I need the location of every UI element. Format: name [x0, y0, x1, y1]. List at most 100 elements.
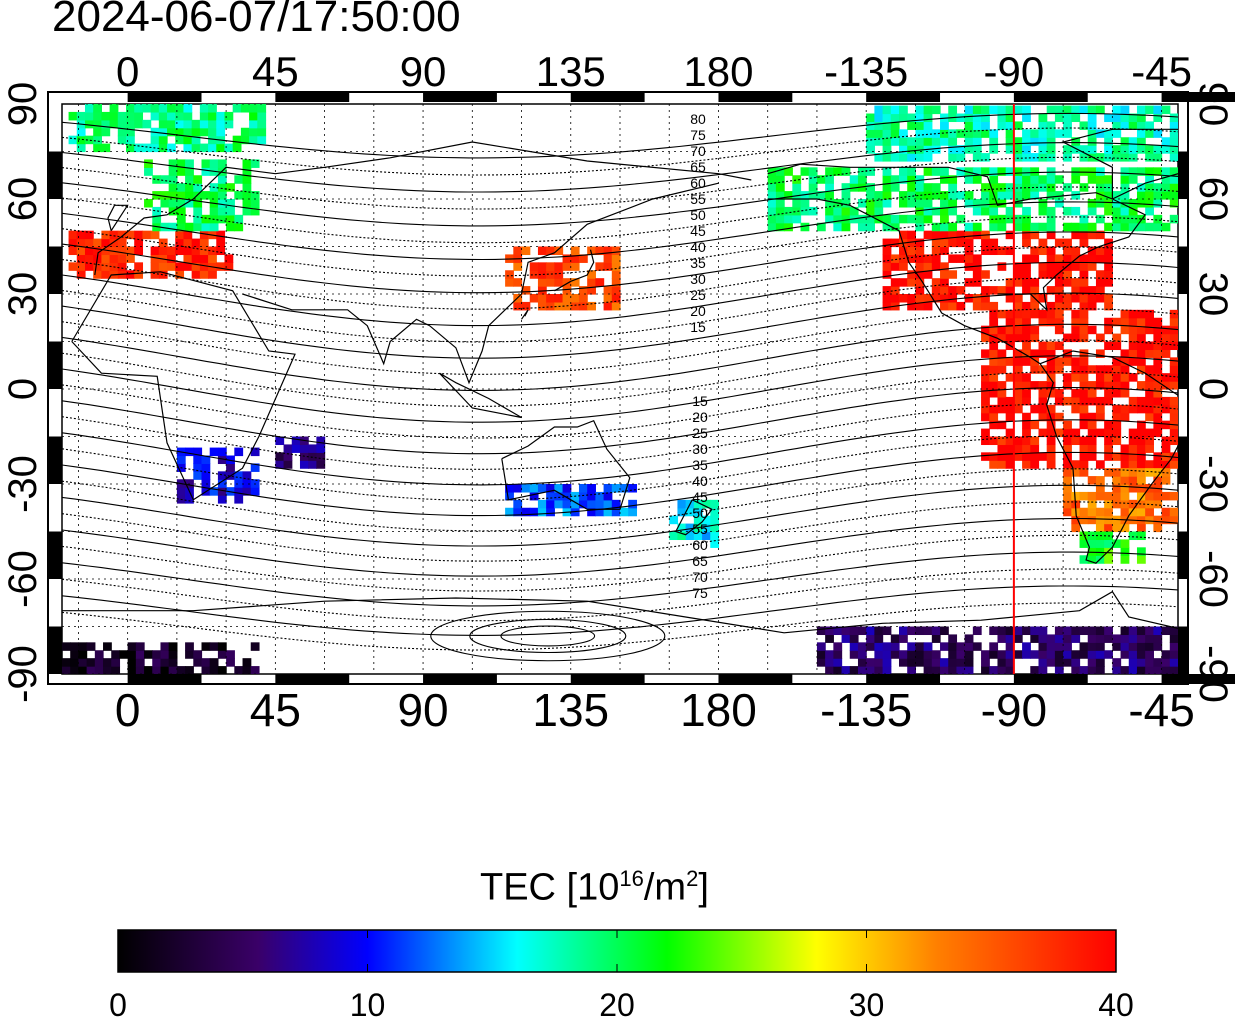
tec-cell: [84, 104, 94, 113]
tec-cell: [562, 254, 572, 263]
tec-cell: [1005, 642, 1015, 651]
tec-cell: [185, 650, 194, 659]
tec-cell: [208, 104, 217, 113]
tec-cell: [808, 167, 818, 176]
tec-cell: [899, 199, 908, 208]
tec-cell: [1161, 626, 1171, 636]
tec-cell: [1169, 121, 1178, 130]
tec-cell: [1022, 214, 1031, 224]
tec-cell: [940, 270, 949, 279]
tec-cell: [240, 127, 250, 137]
tec-cell: [1161, 658, 1171, 667]
contour-line: [62, 468, 1178, 532]
tec-cell: [167, 119, 176, 129]
tec-cell: [890, 183, 900, 192]
tec-cell: [989, 373, 999, 382]
tec-cell: [1005, 460, 1015, 469]
tec-cell: [1112, 412, 1122, 422]
tec-cell: [70, 658, 80, 667]
tec-cell: [1087, 105, 1097, 115]
tec-cell: [1120, 206, 1130, 216]
tec-cell: [1038, 183, 1048, 192]
tec-cell: [150, 104, 160, 113]
tec-cell: [1112, 341, 1122, 351]
tec-cell: [1136, 333, 1146, 343]
tec-cell: [1095, 428, 1105, 438]
tec-cell: [62, 666, 71, 674]
tec-cell: [142, 143, 152, 153]
tec-cell: [191, 119, 201, 129]
tec-cell: [1054, 428, 1064, 438]
tec-cell: [1112, 404, 1122, 414]
tec-cell: [981, 294, 990, 303]
contour-label-north: 30: [690, 271, 706, 287]
tec-cell: [570, 262, 580, 271]
tec-cell: [217, 183, 227, 192]
tec-cell: [874, 214, 884, 224]
tec-cell: [1054, 294, 1064, 303]
tec-cell: [1136, 523, 1146, 533]
tec-cell: [1104, 294, 1113, 303]
tec-cell: [669, 531, 679, 541]
tec-cell: [989, 183, 999, 192]
tec-cell: [232, 104, 242, 113]
tec-cell: [948, 191, 958, 200]
tec-cell: [825, 167, 834, 176]
tec-cell: [956, 214, 966, 224]
frame-bar-lat: [1178, 151, 1188, 199]
tec-cell: [175, 246, 185, 256]
tec-cell: [175, 230, 185, 240]
tec-cell: [168, 159, 178, 168]
tec-cell: [972, 199, 982, 208]
tec-cell: [603, 301, 613, 311]
tec-cell: [199, 111, 209, 121]
frame-bar-lat: [48, 436, 62, 484]
tec-cell: [176, 455, 186, 465]
tec-cell: [964, 666, 974, 674]
tec-cell: [890, 129, 900, 138]
tec-cell: [234, 175, 244, 184]
tec-cell: [964, 167, 974, 176]
tec-cell: [1022, 460, 1031, 469]
tec-cell: [1038, 317, 1048, 327]
tec-cell: [882, 175, 892, 184]
tec-cell: [201, 222, 211, 232]
tec-cell: [907, 642, 917, 651]
tec-cell: [899, 137, 908, 146]
tec-cell: [1169, 666, 1178, 674]
tec-cell: [611, 262, 621, 271]
tec-cell: [117, 135, 127, 145]
tec-cell: [899, 214, 908, 224]
tec-cell: [1005, 121, 1015, 130]
tec-cell: [1079, 254, 1089, 263]
tec-cell: [915, 286, 925, 295]
tec-cell: [874, 658, 884, 667]
tec-cell: [1005, 294, 1015, 303]
tec-cell: [1104, 499, 1113, 509]
contour-label-south: 35: [692, 457, 708, 473]
tec-cell: [135, 658, 145, 667]
tec-cell: [126, 270, 135, 279]
tec-cell: [964, 175, 974, 184]
tec-cell: [907, 199, 917, 208]
tec-cell: [997, 349, 1007, 358]
tec-cell: [800, 191, 810, 200]
tec-cell: [1161, 349, 1171, 358]
lon-tick-label-bottom: 0: [115, 684, 141, 736]
tec-cell: [1079, 349, 1089, 358]
tec-cell: [168, 167, 178, 176]
tec-cell: [1079, 373, 1089, 382]
tec-cell: [1145, 436, 1154, 446]
tec-cell: [1136, 626, 1146, 636]
tec-cell: [1104, 555, 1113, 564]
tec-cell: [1022, 420, 1031, 430]
tec-cell: [1022, 286, 1031, 295]
tec-cell: [191, 254, 201, 263]
tec-cell: [1063, 444, 1072, 453]
tec-cell: [175, 104, 185, 113]
tec-cell: [981, 206, 990, 216]
tec-cell: [134, 119, 144, 129]
tec-cell: [997, 105, 1007, 115]
tec-cell: [956, 658, 966, 667]
contour-line: [62, 171, 1178, 227]
